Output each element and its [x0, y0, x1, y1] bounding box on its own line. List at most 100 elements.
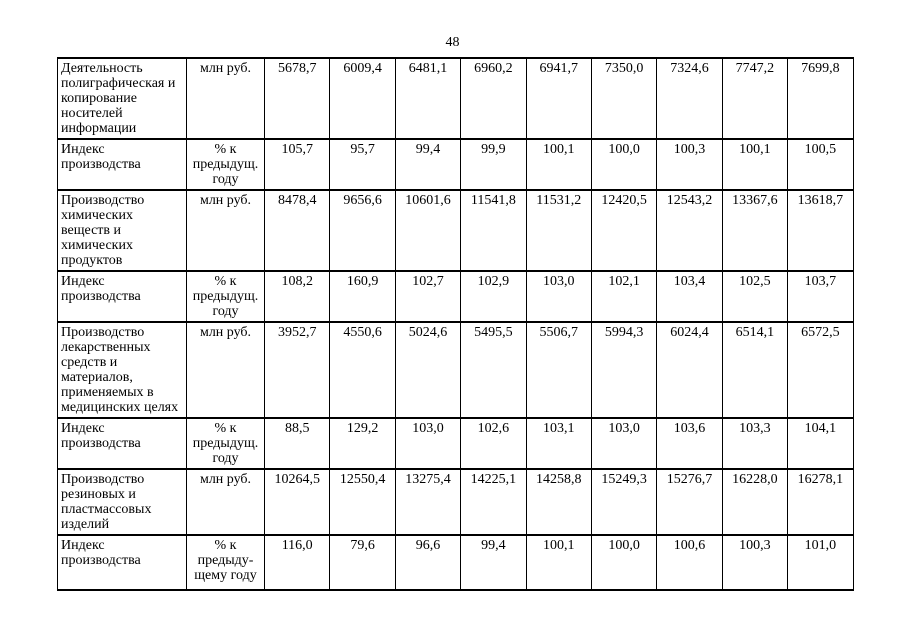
value-cell: 14258,8 [525, 468, 592, 536]
value-cell: 6024,4 [656, 321, 723, 419]
value-cell: 11531,2 [525, 189, 592, 272]
value-cell: 99,9 [460, 138, 527, 191]
value-cell: 103,6 [656, 417, 723, 470]
value-cell: 12550,4 [329, 468, 396, 536]
value-cell: 88,5 [263, 417, 331, 470]
value-cell: 15249,3 [590, 468, 658, 536]
value-cell: 12543,2 [656, 189, 723, 272]
value-cell: 7324,6 [656, 57, 723, 140]
table-row: Индекс производства% к предыдущ. году 108… [57, 270, 854, 323]
value-cell: 6009,4 [329, 57, 396, 140]
value-cell: 99,4 [394, 138, 462, 191]
category-cell: Производство резиновых и пластмассовых и… [57, 468, 187, 536]
value-cell: 10264,5 [263, 468, 331, 536]
value-cell: 102,7 [394, 270, 462, 323]
value-cell: 102,9 [460, 270, 527, 323]
unit-cell: % к предыду-щему году [186, 534, 265, 591]
value-cell: 5506,7 [525, 321, 592, 419]
value-cell: 13275,4 [394, 468, 462, 536]
value-cell: 16278,1 [787, 468, 854, 536]
unit-cell: % к предыдущ. году [186, 417, 265, 470]
value-cell: 3952,7 [263, 321, 331, 419]
category-cell: Индекс производства [57, 270, 187, 323]
value-cell: 7747,2 [721, 57, 789, 140]
value-cell: 160,9 [329, 270, 396, 323]
value-cell: 6514,1 [721, 321, 789, 419]
value-cell: 9656,6 [329, 189, 396, 272]
value-cell: 6572,5 [787, 321, 854, 419]
value-cell: 129,2 [329, 417, 396, 470]
value-cell: 103,1 [525, 417, 592, 470]
value-cell: 100,0 [590, 138, 658, 191]
value-cell: 99,4 [460, 534, 527, 591]
value-cell: 11541,8 [460, 189, 527, 272]
value-cell: 100,3 [721, 534, 789, 591]
category-cell: Производство химических веществ и химиче… [57, 189, 187, 272]
unit-cell: % к предыдущ. году [186, 138, 265, 191]
value-cell: 4550,6 [329, 321, 396, 419]
value-cell: 103,0 [525, 270, 592, 323]
table-row: Производство лекарственных средств и мат… [57, 321, 854, 419]
category-cell: Индекс производства [57, 534, 187, 591]
table-row: Производство химических веществ и химиче… [57, 189, 854, 272]
value-cell: 116,0 [263, 534, 331, 591]
value-cell: 100,5 [787, 138, 854, 191]
value-cell: 8478,4 [263, 189, 331, 272]
value-cell: 6481,1 [394, 57, 462, 140]
category-cell: Производство лекарственных средств и мат… [57, 321, 187, 419]
table-body: Деятельность полиграфическая и копирован… [57, 57, 854, 591]
unit-cell: млн руб. [186, 321, 265, 419]
unit-cell: млн руб. [186, 468, 265, 536]
value-cell: 100,1 [525, 138, 592, 191]
value-cell: 103,3 [721, 417, 789, 470]
value-cell: 12420,5 [590, 189, 658, 272]
value-cell: 100,1 [721, 138, 789, 191]
value-cell: 100,3 [656, 138, 723, 191]
value-cell: 103,0 [590, 417, 658, 470]
value-cell: 104,1 [787, 417, 854, 470]
value-cell: 102,5 [721, 270, 789, 323]
table-row: Индекс производства% к предыду-щему году… [57, 534, 854, 591]
table-row: Производство резиновых и пластмассовых и… [57, 468, 854, 536]
table-row: Деятельность полиграфическая и копирован… [57, 57, 854, 140]
value-cell: 102,6 [460, 417, 527, 470]
table-row: Индекс производства% к предыдущ. году 105… [57, 138, 854, 191]
category-cell: Индекс производства [57, 138, 187, 191]
value-cell: 100,6 [656, 534, 723, 591]
value-cell: 5994,3 [590, 321, 658, 419]
page-number: 48 [445, 35, 460, 50]
value-cell: 108,2 [263, 270, 331, 323]
value-cell: 7699,8 [787, 57, 854, 140]
value-cell: 10601,6 [394, 189, 462, 272]
value-cell: 101,0 [787, 534, 854, 591]
value-cell: 13367,6 [721, 189, 789, 272]
value-cell: 96,6 [394, 534, 462, 591]
value-cell: 15276,7 [656, 468, 723, 536]
category-cell: Индекс производства [57, 417, 187, 470]
unit-cell: % к предыдущ. году [186, 270, 265, 323]
unit-cell: млн руб. [186, 189, 265, 272]
value-cell: 5678,7 [263, 57, 331, 140]
value-cell: 103,0 [394, 417, 462, 470]
value-cell: 7350,0 [590, 57, 658, 140]
value-cell: 16228,0 [721, 468, 789, 536]
value-cell: 6960,2 [460, 57, 527, 140]
statistics-table: Деятельность полиграфическая и копирован… [57, 57, 854, 591]
value-cell: 79,6 [329, 534, 396, 591]
value-cell: 103,4 [656, 270, 723, 323]
value-cell: 105,7 [263, 138, 331, 191]
table-row: Индекс производства% к предыдущ. году 88,… [57, 417, 854, 470]
value-cell: 103,7 [787, 270, 854, 323]
value-cell: 5495,5 [460, 321, 527, 419]
value-cell: 100,0 [590, 534, 658, 591]
value-cell: 102,1 [590, 270, 658, 323]
value-cell: 13618,7 [787, 189, 854, 272]
value-cell: 6941,7 [525, 57, 592, 140]
value-cell: 14225,1 [460, 468, 527, 536]
value-cell: 95,7 [329, 138, 396, 191]
category-cell: Деятельность полиграфическая и копирован… [57, 57, 187, 140]
unit-cell: млн руб. [186, 57, 265, 140]
value-cell: 100,1 [525, 534, 592, 591]
value-cell: 5024,6 [394, 321, 462, 419]
